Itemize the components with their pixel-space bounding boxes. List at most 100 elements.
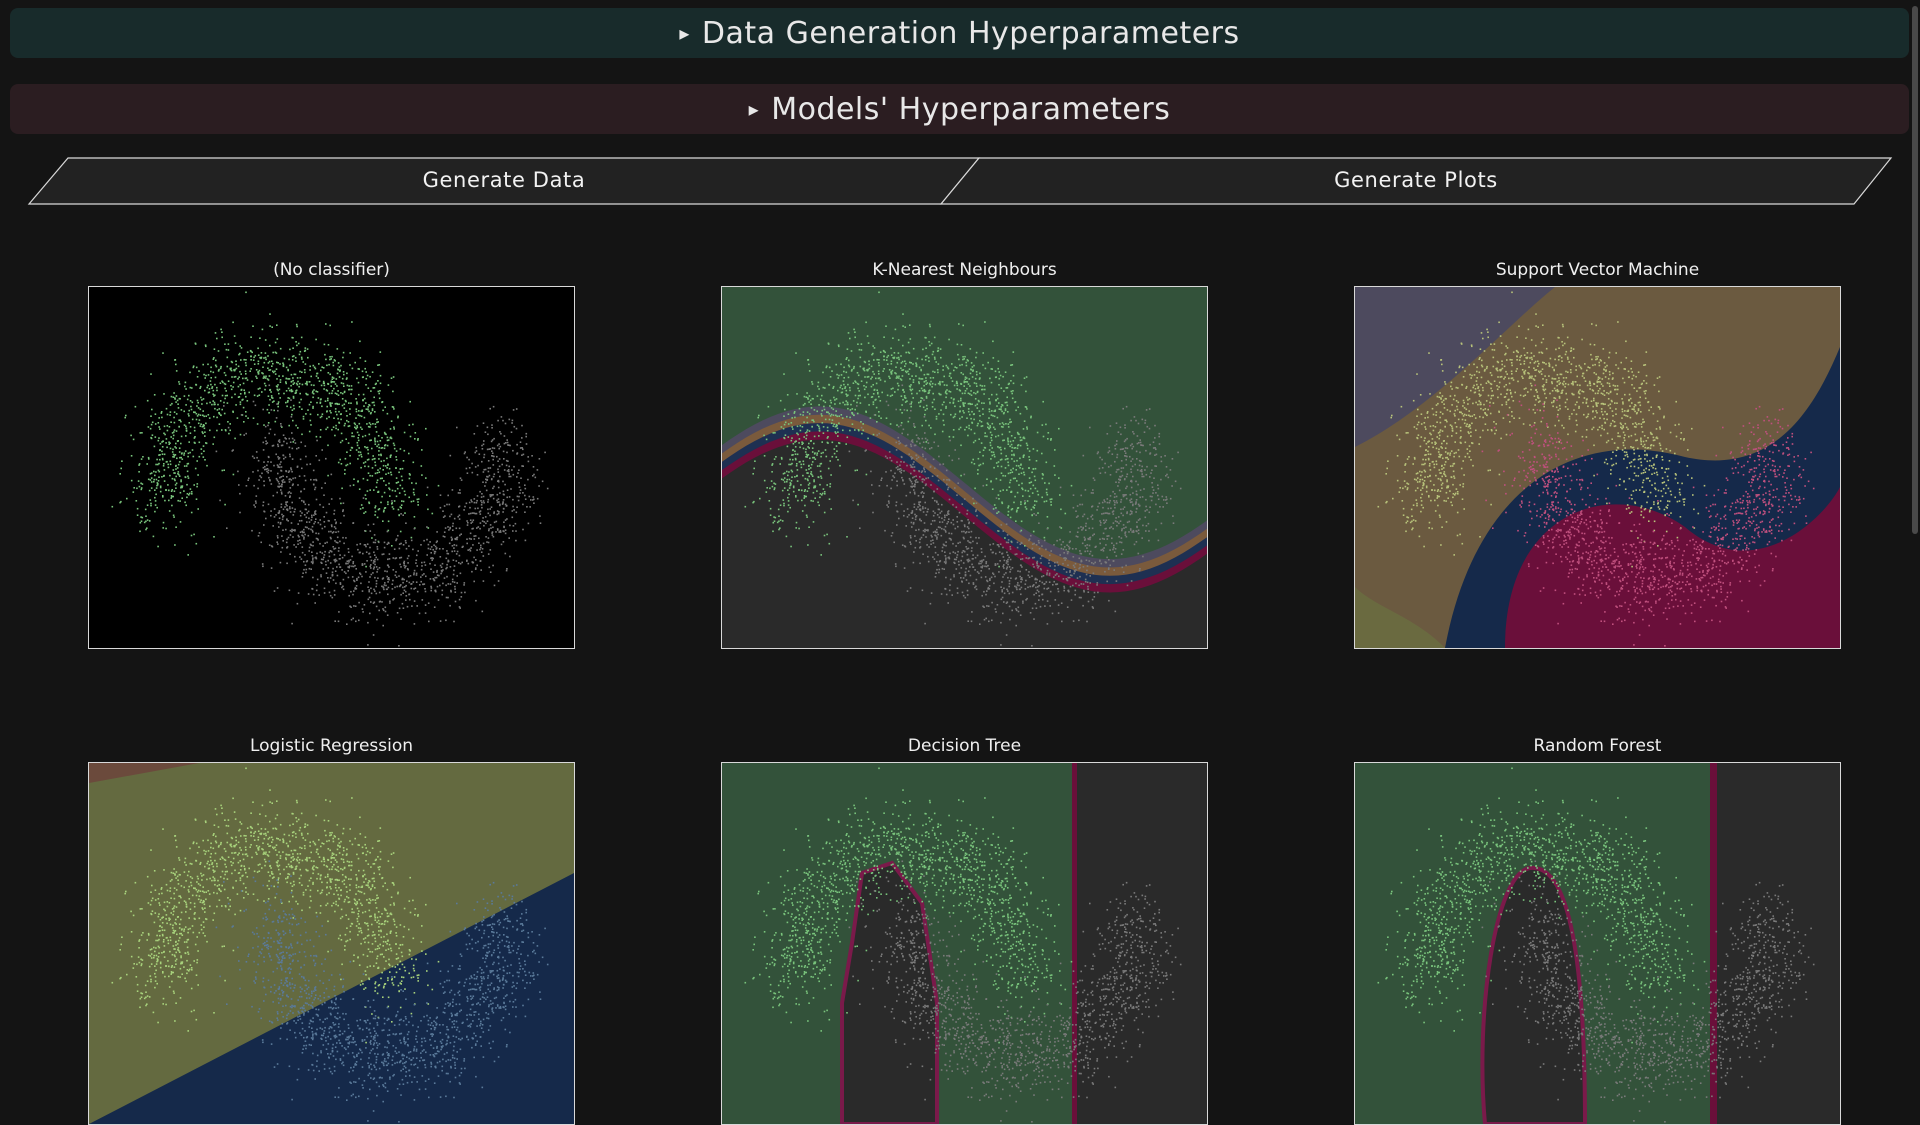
point-class-0 bbox=[166, 408, 168, 410]
point-class-0 bbox=[814, 452, 816, 454]
point-class-1 bbox=[524, 511, 526, 513]
point-class-1 bbox=[431, 546, 433, 548]
point-class-1 bbox=[351, 556, 353, 558]
point-class-0 bbox=[802, 442, 804, 444]
point-class-0 bbox=[797, 500, 799, 502]
point-class-0 bbox=[997, 417, 999, 419]
point-class-0 bbox=[323, 382, 325, 384]
point-class-1 bbox=[337, 575, 339, 577]
point-class-1 bbox=[1087, 588, 1089, 590]
point-class-0 bbox=[186, 465, 188, 467]
point-class-0 bbox=[208, 374, 210, 376]
point-class-0 bbox=[188, 441, 190, 443]
point-class-0 bbox=[329, 356, 331, 358]
point-class-0 bbox=[829, 367, 831, 369]
point-class-0 bbox=[982, 463, 984, 465]
point-class-0 bbox=[1011, 458, 1013, 460]
point-class-1 bbox=[477, 508, 479, 510]
point-class-1 bbox=[1042, 599, 1044, 601]
point-class-0 bbox=[1017, 432, 1019, 434]
point-class-0 bbox=[241, 347, 243, 349]
point-class-1 bbox=[1003, 530, 1005, 532]
point-class-0 bbox=[150, 499, 152, 501]
point-class-0 bbox=[268, 412, 270, 414]
point-class-0 bbox=[966, 417, 968, 419]
point-class-0 bbox=[393, 428, 395, 430]
plot-no-classifier bbox=[88, 286, 575, 649]
point-class-0 bbox=[374, 387, 376, 389]
point-class-0 bbox=[226, 395, 228, 397]
point-class-0 bbox=[889, 377, 891, 379]
generate-data-button[interactable]: Generate Data bbox=[44, 158, 964, 202]
point-class-1 bbox=[1121, 460, 1123, 462]
point-class-1 bbox=[475, 568, 477, 570]
point-class-0 bbox=[802, 426, 804, 428]
point-class-1 bbox=[1118, 523, 1120, 525]
point-class-0 bbox=[983, 449, 985, 451]
point-class-1 bbox=[371, 560, 373, 562]
point-class-0 bbox=[997, 368, 999, 370]
point-class-0 bbox=[290, 407, 292, 409]
point-class-0 bbox=[1013, 351, 1015, 353]
point-class-0 bbox=[224, 372, 226, 374]
point-class-1 bbox=[305, 456, 307, 458]
point-class-1 bbox=[334, 540, 336, 542]
point-class-1 bbox=[378, 542, 380, 544]
point-class-0 bbox=[398, 515, 400, 517]
point-class-0 bbox=[966, 365, 968, 367]
point-class-0 bbox=[191, 491, 193, 493]
point-class-0 bbox=[1010, 472, 1012, 474]
point-class-0 bbox=[245, 365, 247, 367]
point-class-0 bbox=[207, 364, 209, 366]
point-class-1 bbox=[253, 401, 255, 403]
point-class-0 bbox=[908, 421, 910, 423]
point-class-0 bbox=[400, 468, 402, 470]
point-class-0 bbox=[841, 374, 843, 376]
point-class-1 bbox=[1155, 529, 1157, 531]
point-class-0 bbox=[1031, 481, 1033, 483]
point-class-1 bbox=[258, 535, 260, 537]
point-class-1 bbox=[916, 434, 918, 436]
point-class-1 bbox=[479, 549, 481, 551]
point-class-1 bbox=[368, 524, 370, 526]
point-class-1 bbox=[464, 592, 466, 594]
point-class-0 bbox=[175, 526, 177, 528]
point-class-0 bbox=[272, 363, 274, 365]
point-class-0 bbox=[832, 387, 834, 389]
point-class-0 bbox=[857, 398, 859, 400]
point-class-1 bbox=[411, 588, 413, 590]
point-class-1 bbox=[1154, 465, 1156, 467]
point-class-0 bbox=[1007, 405, 1009, 407]
point-class-0 bbox=[203, 374, 205, 376]
point-class-0 bbox=[245, 362, 247, 364]
point-class-0 bbox=[227, 402, 229, 404]
point-class-1 bbox=[924, 502, 926, 504]
point-class-0 bbox=[356, 428, 358, 430]
point-class-0 bbox=[903, 391, 905, 393]
point-class-0 bbox=[959, 410, 961, 412]
point-class-0 bbox=[323, 388, 325, 390]
point-class-0 bbox=[336, 403, 338, 405]
point-class-1 bbox=[1175, 481, 1177, 483]
point-class-0 bbox=[306, 383, 308, 385]
point-class-1 bbox=[1146, 509, 1148, 511]
point-class-0 bbox=[876, 383, 878, 385]
point-class-0 bbox=[178, 464, 180, 466]
point-class-1 bbox=[928, 561, 930, 563]
point-class-1 bbox=[1101, 513, 1103, 515]
point-class-1 bbox=[320, 576, 322, 578]
point-class-1 bbox=[385, 607, 387, 609]
point-class-1 bbox=[989, 578, 991, 580]
point-class-0 bbox=[898, 385, 900, 387]
generate-plots-button[interactable]: Generate Plots bbox=[956, 158, 1876, 202]
point-class-1 bbox=[516, 506, 518, 508]
point-class-0 bbox=[362, 371, 364, 373]
point-class-1 bbox=[375, 539, 377, 541]
point-class-0 bbox=[1021, 384, 1023, 386]
point-class-0 bbox=[286, 367, 288, 369]
point-class-1 bbox=[352, 594, 354, 596]
point-class-0 bbox=[172, 456, 174, 458]
point-class-0 bbox=[928, 357, 930, 359]
point-class-0 bbox=[304, 369, 306, 371]
point-class-1 bbox=[1036, 579, 1038, 581]
